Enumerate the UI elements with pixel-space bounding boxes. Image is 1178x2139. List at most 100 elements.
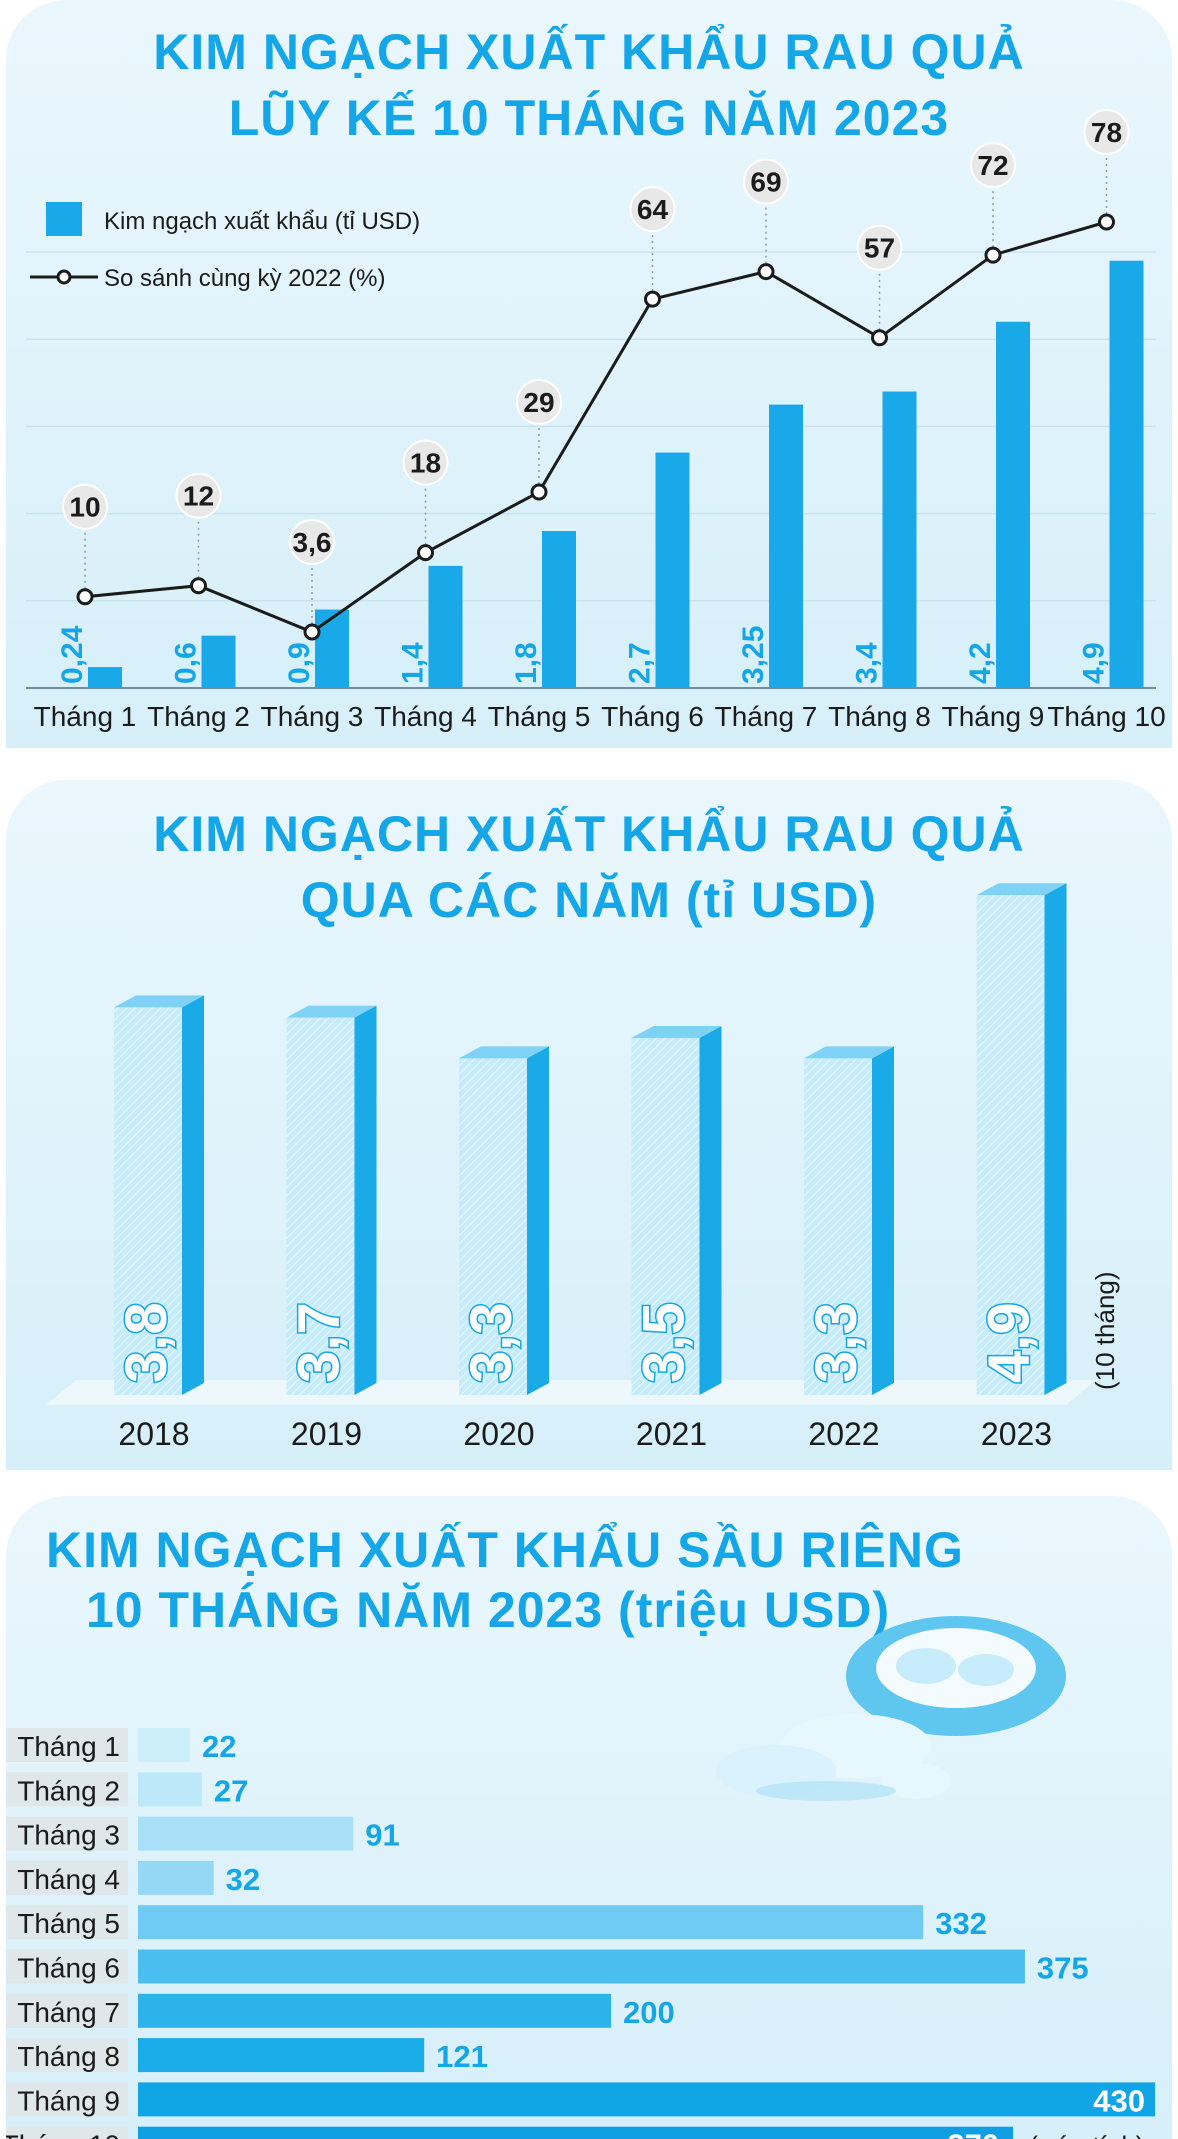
yoy-value-label: 3,6 xyxy=(293,527,332,558)
yoy-value-label: 64 xyxy=(637,194,669,225)
yoy-point xyxy=(984,246,1002,264)
bar-top-2022 xyxy=(804,1046,894,1059)
bar-month-3 xyxy=(315,609,349,688)
bar-value-label: 121 xyxy=(436,2039,488,2074)
bar-month-2 xyxy=(201,635,236,688)
x-tick-label: Tháng 7 xyxy=(715,701,818,732)
bar-value-label: 3,25 xyxy=(737,626,770,684)
bar-durian-month-9 xyxy=(138,2082,1155,2117)
x-tick-label: Tháng 3 xyxy=(261,701,364,732)
yoy-bubble xyxy=(856,224,903,271)
bar-value-label: 3,7 xyxy=(287,1302,352,1383)
yoy-bubble xyxy=(289,519,335,565)
yoy-point xyxy=(757,263,775,281)
bar-durian-month-5 xyxy=(138,1905,924,1940)
bar-value-label: 91 xyxy=(365,1818,399,1853)
y-tick-label: Tháng 10 xyxy=(6,2130,120,2139)
monthly-chart-title-line2: LŨY KẾ 10 THÁNG NĂM 2023 xyxy=(228,90,950,146)
yoy-bubble xyxy=(62,483,108,530)
yoy-value-label: 57 xyxy=(864,233,895,264)
y-tick-label: Tháng 3 xyxy=(17,1820,120,1851)
bar-month-10 xyxy=(1109,260,1144,688)
row-label-bg xyxy=(6,1772,128,1807)
bar-durian-month-1 xyxy=(138,1728,191,1762)
yoy-value-label: 29 xyxy=(523,387,554,418)
bar-month-4 xyxy=(428,565,463,688)
bar-month-5 xyxy=(542,531,576,688)
x-tick-label: Tháng 6 xyxy=(601,701,704,732)
bar-value-label: 0,24 xyxy=(56,625,89,684)
yoy-point xyxy=(1098,213,1115,231)
y-tick-label: Tháng 8 xyxy=(17,2041,120,2072)
bar-value-label: 375 xyxy=(1037,1951,1089,1986)
bar-value-label: 1,8 xyxy=(510,642,543,684)
bar-durian-month-6 xyxy=(138,1949,1025,1984)
yoy-value-label: 18 xyxy=(410,448,441,479)
legend-bar-label: Kim ngạch xuất khẩu (tỉ USD) xyxy=(104,208,420,235)
yearly-chart-title-line1: KIM NGẠCH XUẤT KHẨU RAU QUẢ xyxy=(153,806,1025,862)
yoy-bubble xyxy=(516,379,562,426)
bar-value-label: 3,4 xyxy=(851,642,884,684)
x-tick-label: Tháng 8 xyxy=(828,701,931,732)
yearly-chart-title-line2: QUA CÁC NĂM (tỉ USD) xyxy=(300,872,878,928)
bar-side-2018 xyxy=(182,995,204,1395)
yoy-value-label: 72 xyxy=(977,150,1008,181)
monthly-chart-title-line1: KIM NGẠCH XUẤT KHẨU RAU QUẢ xyxy=(153,24,1025,80)
yoy-point xyxy=(644,290,661,308)
bar-top-2019 xyxy=(286,1005,377,1018)
bar-month-9 xyxy=(996,321,1030,688)
x-tick-label: 2018 xyxy=(118,1416,189,1452)
yearly-note: (10 tháng) xyxy=(1090,1271,1120,1390)
bar-side-2023 xyxy=(1044,883,1067,1395)
durian-chart: Tháng 1 22 Tháng 2 27 Tháng 3 91 Tháng 4 32 Thán… xyxy=(6,1616,1155,2139)
bar-value-label: 3,5 xyxy=(632,1302,697,1383)
bar-top-2018 xyxy=(114,995,204,1008)
x-tick-label: 2020 xyxy=(463,1416,534,1452)
bar-value-label: 32 xyxy=(226,1862,260,1897)
bar-value-label: 3,8 xyxy=(114,1302,179,1383)
row-label-bg xyxy=(6,1993,128,2028)
yearly-chart-panel: KIM NGẠCH XUẤT KHẨU RAU QUẢ QUA CÁC NĂM … xyxy=(6,780,1172,1470)
chart-floor xyxy=(46,1380,1096,1405)
bar-month-7 xyxy=(769,404,803,688)
y-tick-label: Tháng 2 xyxy=(17,1775,120,1806)
y-tick-label: Tháng 5 xyxy=(17,1908,120,1939)
x-tick-label: Tháng 10 xyxy=(1047,701,1165,732)
bar-value-label: 0,6 xyxy=(170,642,203,684)
bar-top-2023 xyxy=(976,883,1067,896)
y-tick-label: Tháng 9 xyxy=(17,2085,120,2116)
legend-line-label: So sánh cùng kỳ 2022 (%) xyxy=(104,265,386,292)
row-label-bg xyxy=(6,1728,128,1762)
bar-top-2020 xyxy=(459,1046,549,1059)
y-tick-label: Tháng 1 xyxy=(17,1731,120,1762)
legend-line-marker xyxy=(56,269,72,285)
bar-side-2022 xyxy=(872,1046,894,1395)
x-tick-label: 2019 xyxy=(291,1416,362,1452)
bar-durian-month-8 xyxy=(138,2038,425,2073)
bar-year-2022 xyxy=(804,1058,872,1395)
bar-value-label: 27 xyxy=(214,1773,248,1808)
bar-year-2023 xyxy=(976,895,1045,1395)
y-tick-label: Tháng 6 xyxy=(17,1953,120,1984)
yoy-bubble xyxy=(629,186,676,233)
yoy-point xyxy=(190,577,207,595)
bar-durian-month-2 xyxy=(138,1772,202,1807)
yoy-value-label: 69 xyxy=(750,167,781,198)
bar-value-label: 3,3 xyxy=(804,1302,869,1383)
chart-legend: Kim ngạch xuất khẩu (tỉ USD) So sánh cùn… xyxy=(30,202,420,292)
yoy-point xyxy=(417,544,434,562)
bar-value-label: 332 xyxy=(935,1906,987,1941)
yearly-chart: 3,8 2018 3,7 2019 3,3 2020 3,5 2021 3,3 2022 4,9 20… xyxy=(46,883,1120,1452)
row-label-bg xyxy=(6,1860,128,1895)
x-tick-label: Tháng 1 xyxy=(34,701,137,732)
durian-illustration xyxy=(716,1616,1066,1801)
durian-note: (ước tính) xyxy=(1029,2131,1144,2139)
x-tick-label: 2021 xyxy=(636,1416,707,1452)
bar-month-1 xyxy=(88,667,122,688)
bar-value-label: 3,3 xyxy=(459,1302,524,1383)
y-tick-label: Tháng 4 xyxy=(17,1864,120,1895)
x-tick-label: Tháng 4 xyxy=(374,701,477,732)
x-tick-label: 2023 xyxy=(981,1416,1052,1452)
yoy-bubble xyxy=(1083,109,1130,155)
row-label-bg xyxy=(6,1905,128,1940)
